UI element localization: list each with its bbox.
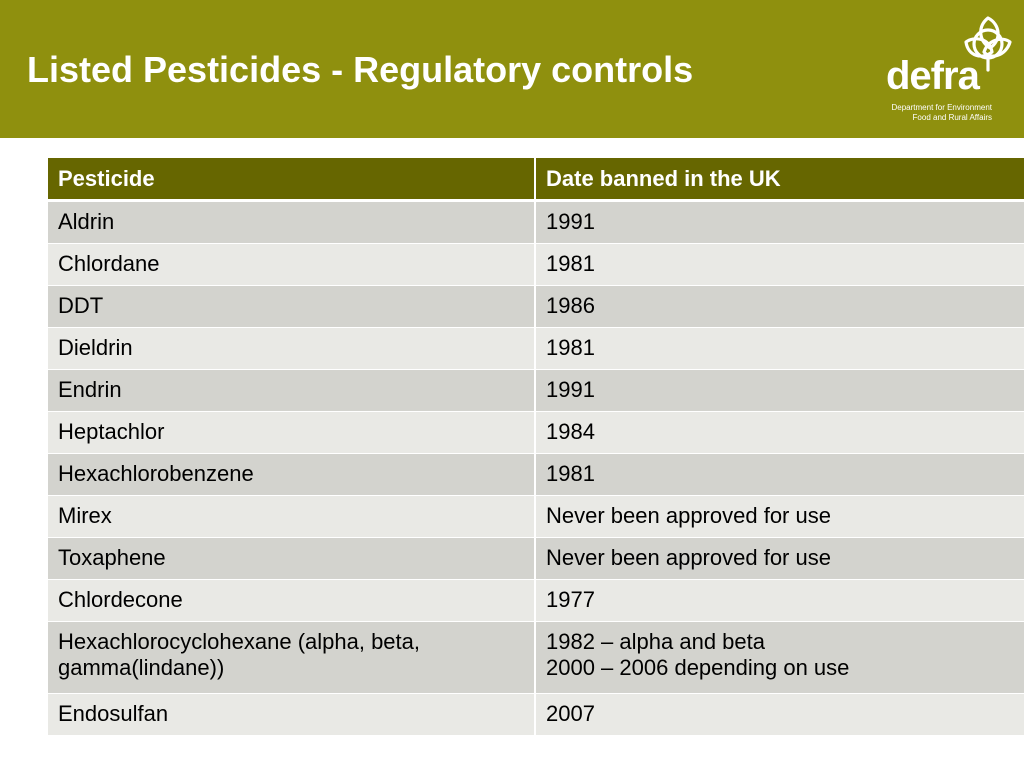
table-row: Endosulfan 2007 bbox=[48, 693, 1024, 736]
date-banned-cell: 1981 bbox=[534, 243, 1024, 286]
date-banned-cell: Never been approved for use bbox=[534, 537, 1024, 580]
date-banned-cell-text: 1991 bbox=[546, 209, 595, 234]
defra-department-line-2: Food and Rural Affairs bbox=[912, 113, 992, 122]
pesticide-cell: Hexachlorobenzene bbox=[48, 453, 535, 496]
date-banned-cell-text: 2000 – 2006 depending on use bbox=[546, 655, 850, 680]
pesticide-cell-text: DDT bbox=[58, 293, 104, 318]
defra-department-line-1: Department for Environment bbox=[891, 103, 993, 112]
date-banned-cell-text: 1981 bbox=[546, 251, 595, 276]
date-banned-cell-text: 2007 bbox=[546, 701, 595, 726]
date-banned-cell-text: 1981 bbox=[546, 461, 595, 486]
date-banned-cell: Never been approved for use bbox=[534, 495, 1024, 538]
table-row: DDT 1986 bbox=[48, 285, 1024, 328]
pesticide-cell: Endrin bbox=[48, 369, 535, 412]
pesticide-cell: Aldrin bbox=[48, 200, 535, 244]
pesticide-cell-text: Endosulfan bbox=[58, 701, 169, 726]
table-row: Mirex Never been approved for use bbox=[48, 495, 1024, 538]
pesticide-cell: Endosulfan bbox=[48, 693, 535, 736]
column-header-date-banned: Date banned in the UK bbox=[534, 158, 1024, 202]
table-row: Endrin 1991 bbox=[48, 369, 1024, 412]
table-header-row: Pesticide Date banned in the UK bbox=[48, 158, 1024, 202]
table-row: Toxaphene Never been approved for use bbox=[48, 537, 1024, 580]
defra-department-name: Department for Environment Food and Rura… bbox=[886, 103, 993, 123]
pesticide-cell: Dieldrin bbox=[48, 327, 535, 370]
column-header-pesticide: Pesticide bbox=[48, 158, 535, 202]
date-banned-cell: 1981 bbox=[534, 453, 1024, 496]
date-banned-cell: 2007 bbox=[534, 693, 1024, 736]
pesticide-cell-text: Chlordane bbox=[58, 251, 160, 276]
pesticide-cell-text: Mirex bbox=[58, 503, 112, 528]
table-row: Aldrin 1991 bbox=[48, 200, 1024, 244]
date-banned-cell: 1981 bbox=[534, 327, 1024, 370]
date-banned-cell: 1982 – alpha and beta 2000 – 2006 dependi… bbox=[534, 621, 1024, 694]
date-banned-cell-text: 1977 bbox=[546, 587, 595, 612]
table-row: Hexachlorocyclohexane (alpha, beta, gamma… bbox=[48, 621, 1024, 694]
date-banned-cell: 1977 bbox=[534, 579, 1024, 622]
defra-logo: defra Department for Environment Food an… bbox=[884, 12, 1018, 124]
pesticide-cell-text: gamma(lindane)) bbox=[58, 655, 225, 680]
date-banned-cell: 1991 bbox=[534, 369, 1024, 412]
date-banned-cell-text: 1981 bbox=[546, 335, 595, 360]
date-banned-cell: 1984 bbox=[534, 411, 1024, 454]
defra-knot-logo-icon bbox=[964, 16, 1012, 72]
pesticide-cell-text: Endrin bbox=[58, 377, 122, 402]
date-banned-cell: 1991 bbox=[534, 200, 1024, 244]
pesticide-cell-text: Heptachlor bbox=[58, 419, 165, 444]
pesticide-cell-text: Aldrin bbox=[58, 209, 115, 234]
slide-title: Listed Pesticides - Regulatory controls bbox=[27, 49, 694, 90]
table-body: Aldrin 1991 Chlordane 1981 DDT 1986 Dieldrin 19… bbox=[48, 200, 1024, 736]
date-banned-cell: 1986 bbox=[534, 285, 1024, 328]
defra-wordmark: defra bbox=[886, 54, 980, 98]
pesticides-table-container: Pesticide Date banned in the UK Aldrin 19… bbox=[48, 158, 1024, 736]
table-row: Chlordane 1981 bbox=[48, 243, 1024, 286]
pesticide-cell: Chlordane bbox=[48, 243, 535, 286]
pesticide-cell-text: Dieldrin bbox=[58, 335, 133, 360]
date-banned-cell-text: 1991 bbox=[546, 377, 595, 402]
date-banned-cell-text: 1982 – alpha and beta bbox=[546, 629, 765, 654]
pesticide-cell: Mirex bbox=[48, 495, 535, 538]
pesticide-cell: DDT bbox=[48, 285, 535, 328]
pesticide-cell-text: Hexachlorobenzene bbox=[58, 461, 254, 486]
table-row: Hexachlorobenzene 1981 bbox=[48, 453, 1024, 496]
date-banned-cell-text: 1984 bbox=[546, 419, 595, 444]
date-banned-cell-text: Never been approved for use bbox=[546, 545, 831, 570]
pesticide-cell-text: Chlordecone bbox=[58, 587, 183, 612]
pesticide-cell: Hexachlorocyclohexane (alpha, beta, gamma… bbox=[48, 621, 535, 694]
pesticide-cell-text: Toxaphene bbox=[58, 545, 166, 570]
pesticides-table: Pesticide Date banned in the UK Aldrin 19… bbox=[48, 158, 1024, 736]
table-row: Chlordecone 1977 bbox=[48, 579, 1024, 622]
table-row: Dieldrin 1981 bbox=[48, 327, 1024, 370]
pesticide-cell: Heptachlor bbox=[48, 411, 535, 454]
pesticide-cell: Chlordecone bbox=[48, 579, 535, 622]
date-banned-cell-text: 1986 bbox=[546, 293, 595, 318]
title-band: Listed Pesticides - Regulatory controls … bbox=[0, 0, 1024, 138]
pesticide-cell-text: Hexachlorocyclohexane (alpha, beta, bbox=[58, 629, 421, 654]
date-banned-cell-text: Never been approved for use bbox=[546, 503, 831, 528]
table-row: Heptachlor 1984 bbox=[48, 411, 1024, 454]
pesticide-cell: Toxaphene bbox=[48, 537, 535, 580]
